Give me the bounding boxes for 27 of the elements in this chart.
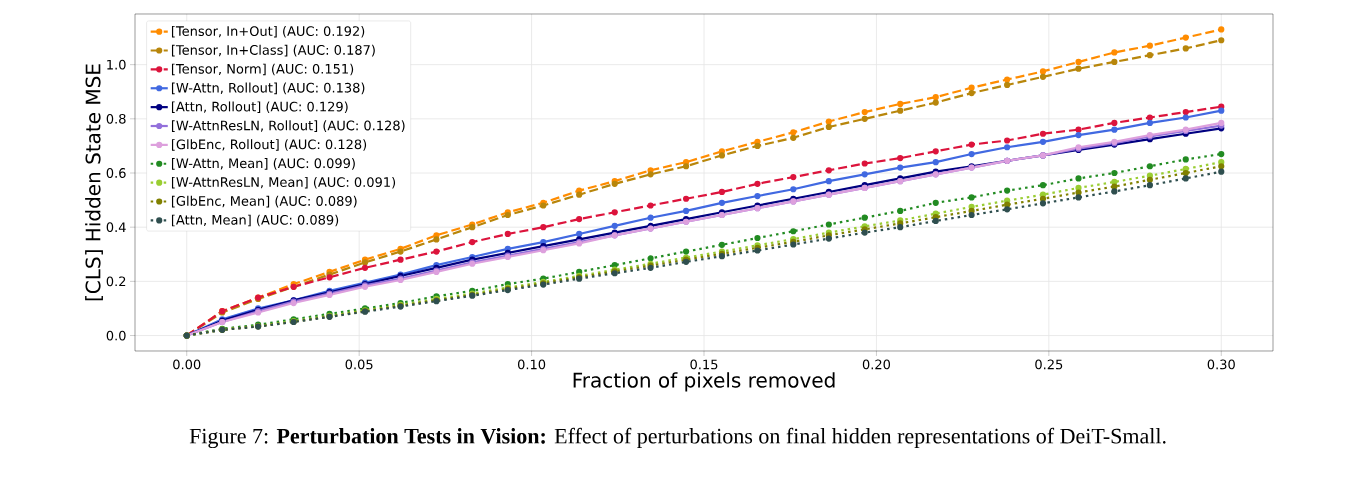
x-tick-label: 0.25	[1035, 359, 1063, 370]
legend-label: [W-AttnResLN, Rollout] (AUC: 0.128)	[171, 120, 405, 132]
legend-label: [GlbEnc, Mean] (AUC: 0.089)	[171, 195, 357, 208]
y-axis-title: [CLS] Hidden State MSE	[85, 64, 103, 301]
legend-label: [Tensor, In+Out] (AUC: 0.192)	[171, 25, 365, 38]
x-tick-label: 0.15	[690, 359, 718, 370]
legend-label: [Tensor, In+Class] (AUC: 0.187)	[171, 44, 375, 57]
x-axis-title: Fraction of pixels removed	[573, 372, 835, 392]
legend-label: [W-Attn, Mean] (AUC: 0.099)	[171, 158, 355, 170]
legend-label: [Attn, Mean] (AUC: 0.089)	[171, 214, 339, 227]
legend-label: [GlbEnc, Rollout] (AUC: 0.128)	[171, 139, 367, 151]
legend-label: [Tensor, Norm] (AUC: 0.151)	[171, 63, 354, 76]
y-tick-label: 0.6	[106, 168, 126, 178]
x-tick-label: 0.20	[862, 359, 891, 370]
x-tick-label: 0.30	[1207, 359, 1235, 370]
legend-label: [Attn, Rollout] (AUC: 0.129)	[171, 101, 348, 114]
y-tick-label: 1.0	[107, 59, 126, 70]
x-tick-label: 0.05	[345, 359, 373, 370]
x-tick-label: 0.00	[173, 359, 201, 370]
x-tick-label: 0.10	[517, 359, 546, 370]
y-tick-label: 0.8	[106, 113, 126, 124]
y-tick-label: 0.0	[106, 330, 126, 341]
legend-label: [W-Attn, Rollout] (AUC: 0.138)	[171, 82, 365, 95]
y-tick-label: 0.2	[106, 276, 126, 287]
caption: Figure 7: Perturbation Tests in Vision: Effect of perturbations on final hidden representations of DeiT-Small.	[189, 427, 1166, 449]
legend-label: [W-AttnResLN, Mean] (AUC: 0.091)	[171, 176, 396, 189]
y-tick-label: 0.4	[106, 222, 126, 233]
